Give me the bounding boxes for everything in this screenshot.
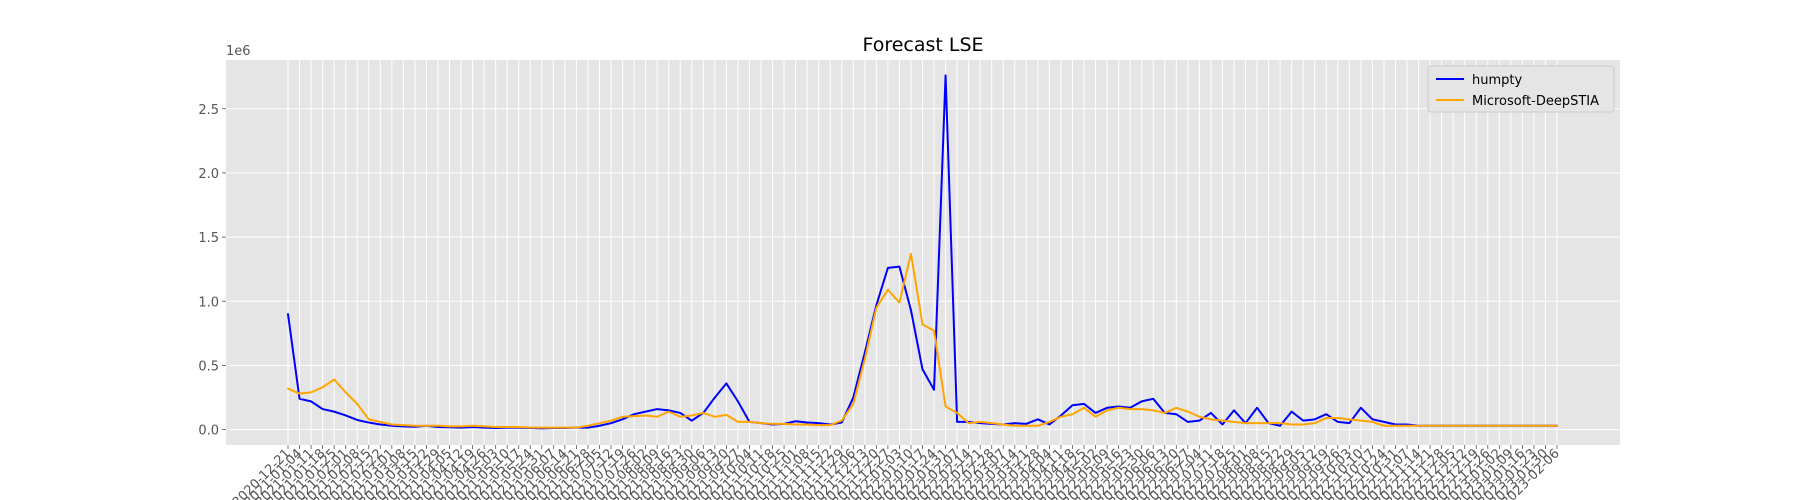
y-tick-label: 0.5	[198, 359, 219, 374]
chart-title: Forecast LSE	[862, 34, 983, 56]
series-layer	[287, 74, 1558, 430]
legend-label: humpty	[1472, 73, 1522, 88]
y-tick-label: 0.0	[198, 424, 219, 439]
y-axis: 0.0 0.5 1.0 1.5 2.0 2.5	[198, 103, 226, 439]
y-tick-label: 2.5	[198, 103, 219, 118]
y-tick-label: 1.5	[198, 231, 219, 246]
legend-label: Microsoft-DeepSTIA	[1472, 94, 1599, 109]
y-tick-label: 2.0	[198, 167, 219, 182]
y-offset-label: 1e6	[226, 44, 251, 59]
legend-box	[1427, 65, 1615, 113]
legend: humpty Microsoft-DeepSTIA	[1427, 65, 1615, 113]
grid	[226, 60, 1620, 445]
y-tick-label: 1.0	[198, 295, 219, 310]
series-line-microsoft-deepstia	[287, 252, 1558, 429]
x-axis: 2020-12-212021-01-042021-01-112021-01-18…	[230, 445, 1563, 500]
